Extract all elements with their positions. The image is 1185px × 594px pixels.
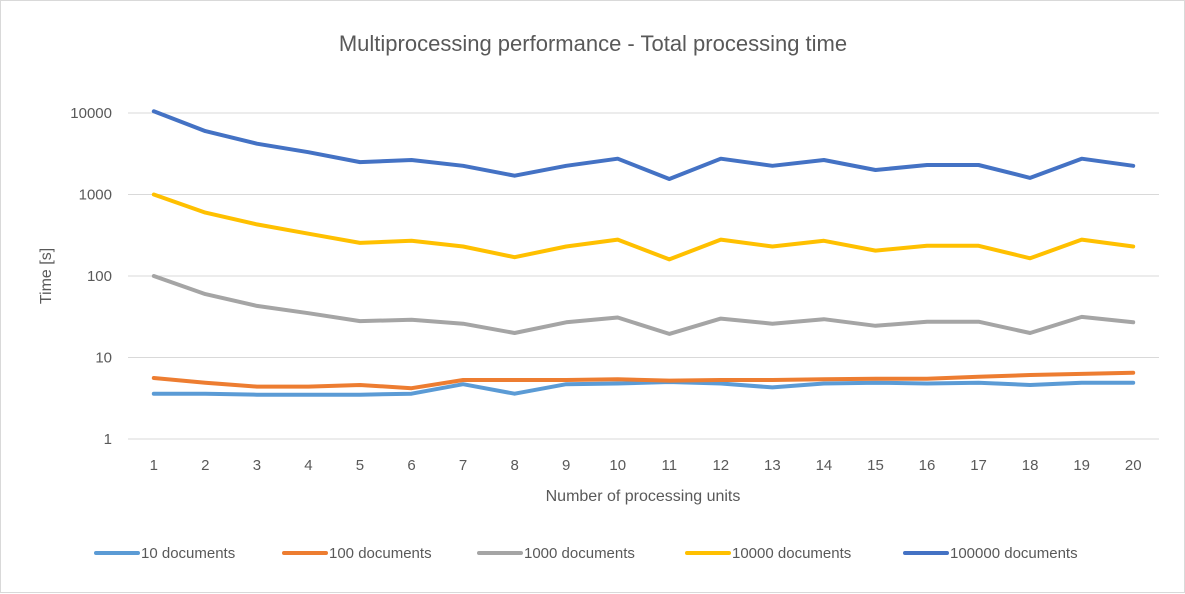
x-tick-label: 8	[510, 457, 518, 474]
x-tick-label: 6	[407, 457, 415, 474]
y-tick-label: 1	[104, 431, 112, 448]
x-tick-label: 3	[253, 457, 261, 474]
legend-item: 100000 documents	[903, 545, 1078, 562]
series-line-1	[151, 370, 1136, 391]
x-tick-label: 9	[562, 457, 570, 474]
legend-item: 10 documents	[94, 545, 235, 562]
gridlines	[128, 112, 1159, 440]
y-tick-label: 10000	[70, 105, 112, 122]
x-tick-label: 5	[356, 457, 364, 474]
x-axis-label: Number of processing units	[546, 488, 741, 505]
x-tick-label: 17	[970, 457, 987, 474]
x-tick-label: 12	[712, 457, 729, 474]
x-tick-label: 20	[1125, 457, 1142, 474]
legend-item: 100 documents	[282, 545, 432, 562]
y-axis-ticks: 1 10 100 1000 10000	[70, 105, 112, 448]
x-tick-label: 7	[459, 457, 467, 474]
series-line-3	[151, 192, 1136, 262]
legend: 10 documents 100 documents 1000 documents 1…	[94, 545, 1078, 562]
x-tick-label: 16	[919, 457, 936, 474]
chart-title: Multiprocessing performance - Total proc…	[339, 31, 847, 56]
series-line-2	[151, 274, 1136, 336]
x-tick-label: 14	[816, 457, 833, 474]
y-tick-label: 10	[95, 350, 112, 367]
x-tick-label: 13	[764, 457, 781, 474]
series-lines	[151, 109, 1136, 397]
legend-label: 1000 documents	[524, 545, 635, 562]
x-tick-label: 15	[867, 457, 884, 474]
y-tick-label: 100	[87, 268, 112, 285]
y-axis-label: Time [s]	[38, 248, 55, 304]
y-tick-label: 1000	[79, 187, 112, 204]
legend-label: 10 documents	[141, 545, 235, 562]
legend-item: 1000 documents	[477, 545, 635, 562]
x-tick-label: 18	[1022, 457, 1039, 474]
x-axis-ticks: 1 2 3 4 5 6 7 8 9 10 11 12 13 14 15 16 17 18 19 20	[150, 457, 1142, 474]
x-tick-label: 2	[201, 457, 209, 474]
series-line-4	[151, 109, 1136, 181]
x-tick-label: 1	[150, 457, 158, 474]
legend-label: 100 documents	[329, 545, 432, 562]
x-tick-label: 4	[304, 457, 312, 474]
x-tick-label: 10	[609, 457, 626, 474]
legend-label: 100000 documents	[950, 545, 1078, 562]
x-tick-label: 11	[661, 457, 677, 474]
legend-label: 10000 documents	[732, 545, 851, 562]
legend-item: 10000 documents	[685, 545, 851, 562]
x-tick-label: 19	[1073, 457, 1090, 474]
series-line-0	[151, 380, 1136, 397]
